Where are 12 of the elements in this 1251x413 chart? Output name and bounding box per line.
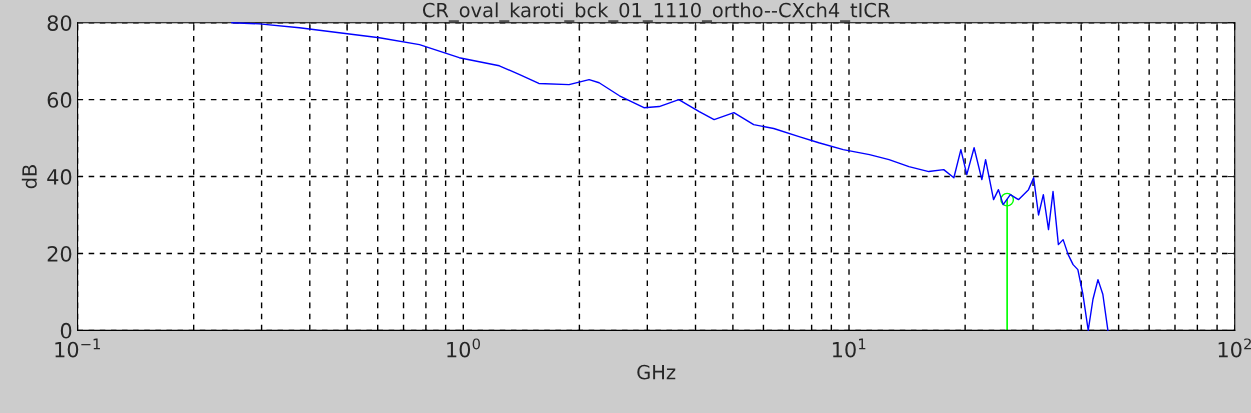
x-tick-label: 10$^{−1}$ (55, 338, 100, 358)
chart-title: CR_oval_karoti_bck_01_1110_ortho--CXch4_tICR (422, 2, 890, 22)
y-tick-label: 80 (47, 15, 72, 31)
y-tick-label: 0 (60, 322, 72, 339)
y-tick-label: 60 (47, 92, 72, 108)
x-tick-label: 10$^{1}$ (832, 338, 866, 358)
y-tick-label: 20 (47, 245, 72, 262)
x-tick-label: 10$^{0}$ (447, 338, 480, 358)
x-axis-title: GHz (637, 364, 676, 380)
y-axis-title: dB (21, 165, 37, 189)
x-tick-label: 10$^{2}$ (1218, 338, 1251, 358)
y-tick-label: 40 (47, 169, 72, 185)
